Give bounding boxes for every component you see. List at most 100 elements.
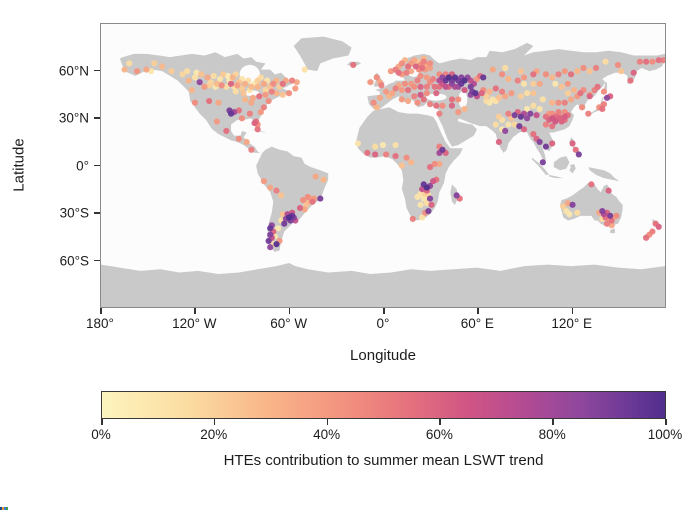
data-point — [133, 68, 141, 75]
data-point — [486, 88, 493, 95]
data-point — [143, 66, 150, 73]
data-point — [279, 211, 286, 218]
data-point — [655, 223, 662, 230]
data-point — [505, 110, 512, 117]
data-point — [364, 149, 371, 156]
data-point — [436, 160, 443, 167]
waterbody-caspian-sea — [458, 90, 468, 109]
data-point — [309, 198, 316, 205]
data-point — [511, 121, 518, 128]
x-tick — [477, 308, 479, 314]
data-point — [502, 64, 509, 72]
x-tick-label: 0° — [376, 316, 390, 331]
data-point — [530, 102, 537, 109]
data-point — [561, 99, 568, 106]
data-point — [408, 68, 415, 75]
data-point — [240, 90, 247, 97]
data-point — [405, 86, 412, 94]
data-point — [243, 138, 250, 146]
data-point — [505, 121, 512, 128]
data-point — [451, 74, 459, 81]
data-point — [502, 127, 509, 135]
data-point — [592, 64, 600, 72]
colorbar-tick — [552, 419, 554, 425]
data-point — [296, 204, 304, 212]
data-point — [158, 63, 166, 70]
data-point — [419, 64, 426, 72]
data-point — [539, 96, 546, 103]
data-point — [285, 214, 293, 221]
data-point — [260, 80, 268, 87]
data-point — [498, 71, 506, 78]
data-point — [405, 97, 412, 105]
data-point — [520, 80, 528, 87]
data-point — [184, 68, 191, 75]
data-point — [220, 71, 227, 78]
data-point — [448, 102, 456, 109]
colorbar-title: HTEs contribution to summer mean LSWT tr… — [223, 452, 544, 469]
y-tick — [94, 259, 100, 262]
data-point — [224, 72, 231, 80]
landmass-sumatra — [531, 157, 550, 175]
data-point — [279, 91, 286, 98]
data-point — [292, 85, 299, 92]
data-point — [495, 138, 502, 146]
data-point — [376, 94, 383, 101]
data-point — [608, 222, 615, 229]
data-point — [439, 146, 446, 153]
data-point — [517, 68, 524, 75]
data-point — [372, 143, 379, 150]
data-point — [218, 82, 225, 89]
data-point — [527, 110, 534, 117]
data-point — [480, 74, 487, 81]
data-point — [320, 176, 327, 183]
data-point — [273, 187, 280, 194]
data-point — [563, 207, 570, 215]
data-point — [439, 102, 446, 109]
data-point — [299, 196, 307, 204]
x-tick-label: 180° — [86, 316, 114, 331]
data-point — [430, 75, 437, 83]
y-tick-label: 30°N — [58, 110, 89, 126]
data-point — [574, 209, 581, 216]
data-point — [426, 195, 434, 202]
data-point — [229, 74, 236, 81]
map-panel — [100, 23, 666, 308]
data-point — [401, 80, 409, 87]
data-point — [564, 90, 571, 97]
data-point — [660, 57, 665, 64]
data-point — [411, 83, 418, 90]
data-point — [603, 94, 611, 101]
data-point — [373, 104, 380, 111]
data-point — [304, 193, 311, 201]
data-point — [511, 112, 518, 119]
data-point — [478, 90, 485, 97]
data-point — [423, 83, 430, 90]
data-point — [403, 69, 410, 76]
data-point — [505, 75, 512, 83]
data-point — [423, 200, 430, 207]
data-point — [417, 83, 424, 90]
data-point — [533, 112, 540, 119]
data-point — [419, 214, 426, 221]
landmass-tasmania — [610, 228, 615, 234]
data-point — [395, 69, 402, 76]
data-point — [613, 212, 620, 219]
data-point — [549, 74, 556, 81]
data-point — [206, 97, 213, 105]
land-shapes — [101, 36, 665, 307]
artifact-segment — [0, 507, 2, 510]
data-point — [594, 83, 601, 90]
data-point — [586, 93, 593, 100]
data-point — [251, 120, 258, 127]
data-point — [433, 90, 440, 97]
data-point — [643, 58, 650, 65]
data-point — [655, 57, 662, 64]
data-point — [561, 68, 568, 75]
data-point — [201, 83, 208, 90]
data-point — [555, 71, 562, 78]
data-point — [436, 110, 443, 117]
data-point — [301, 66, 308, 73]
data-point — [392, 152, 399, 160]
data-point — [188, 86, 195, 94]
